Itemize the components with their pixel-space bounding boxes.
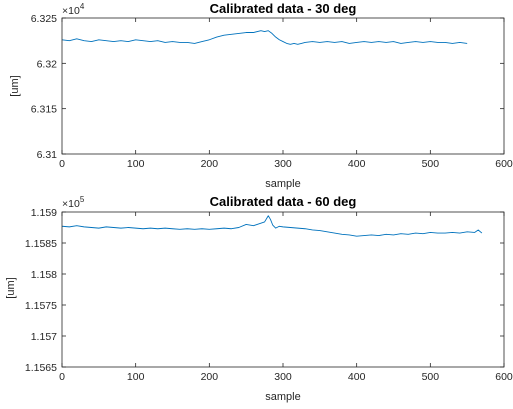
y-ticks: 1.1565 1.157 1.1575 1.158 1.1585 1.159: [25, 207, 504, 374]
x-tick-label: 600: [495, 158, 513, 170]
x-tick-label: 400: [348, 158, 366, 170]
y-tick-label: 6.325: [31, 13, 57, 25]
x-tick-label: 300: [274, 371, 292, 383]
y-axis-label: [um]: [9, 75, 21, 96]
x-axis-label: sample: [265, 391, 300, 403]
x-tick-label: 200: [201, 371, 219, 383]
x-tick-label: 100: [127, 371, 145, 383]
x-tick-label: 200: [201, 158, 219, 170]
y-exponent-power: 4: [80, 2, 85, 11]
y-tick-label: 1.159: [31, 207, 57, 219]
y-exponent-label: ×105: [62, 195, 85, 210]
axes-box: [61, 17, 505, 155]
x-ticks: 0 100 200 300 400 500 600: [59, 212, 513, 383]
y-tick-label: 1.158: [31, 269, 57, 281]
x-tick-label: 600: [495, 371, 513, 383]
y-tick-label: 6.31: [37, 149, 58, 161]
y-exponent-label: ×104: [62, 2, 85, 17]
chart-title: Calibrated data - 60 deg: [210, 194, 357, 209]
y-tick-label: 1.1575: [25, 300, 57, 312]
x-tick-label: 500: [422, 158, 440, 170]
y-exponent-power: 5: [80, 195, 85, 204]
subplot-60-deg: Calibrated data - 60 deg ×105 sample [um…: [5, 194, 513, 403]
y-tick-label: 1.1565: [25, 362, 57, 374]
series-line: [61, 30, 468, 45]
y-tick-label: 1.1585: [25, 238, 57, 250]
series-group: [61, 215, 483, 237]
x-axis-label: sample: [265, 178, 300, 190]
x-ticks: 0 100 200 300 400 500 600: [59, 18, 513, 170]
y-tick-label: 1.157: [31, 331, 57, 343]
x-tick-label: 500: [422, 371, 440, 383]
x-tick-label: 100: [127, 158, 145, 170]
x-tick-label: 400: [348, 371, 366, 383]
x-tick-label: 300: [274, 158, 292, 170]
x-tick-label: 0: [59, 371, 65, 383]
series-line: [61, 215, 483, 237]
y-ticks: 6.31 6.315 6.32 6.325: [31, 13, 504, 161]
y-tick-label: 6.32: [37, 58, 58, 70]
subplot-30-deg: Calibrated data - 30 deg ×104 sample [um…: [9, 1, 513, 190]
series-group: [61, 30, 468, 45]
y-tick-label: 6.315: [31, 104, 57, 116]
y-axis-label: [um]: [5, 277, 17, 298]
chart-title: Calibrated data - 30 deg: [210, 1, 357, 16]
x-tick-label: 0: [59, 158, 65, 170]
axes-box: [61, 211, 505, 368]
